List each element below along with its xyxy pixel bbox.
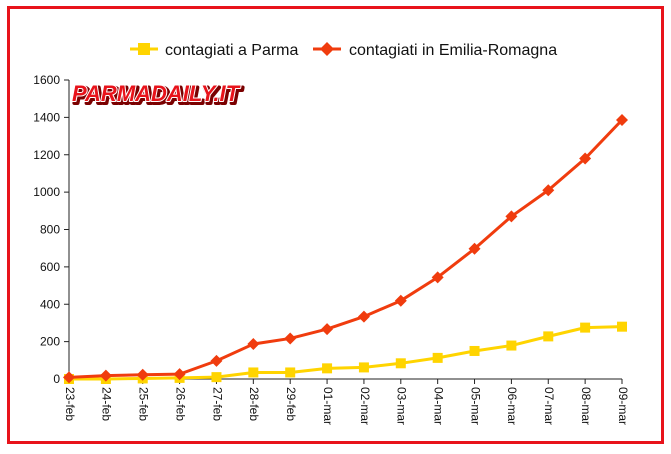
watermark-logo: PARMADAILY.IT: [72, 81, 241, 106]
data-point: [617, 321, 627, 332]
x-tick-label: 23-feb: [63, 387, 77, 421]
y-tick-label: 1200: [33, 148, 60, 162]
data-point: [284, 332, 297, 345]
data-point: [63, 371, 75, 384]
data-point: [506, 340, 517, 351]
x-tick-label: 24-feb: [100, 387, 114, 421]
series-line-2: [68, 118, 624, 379]
x-tick-label: 03-mar: [395, 387, 409, 425]
x-tick-label: 02-mar: [358, 387, 372, 425]
data-point: [469, 345, 480, 356]
axes: 0 200 400 600 800 1000 1200 1400 1600 23-feb 24-fe…: [33, 73, 630, 425]
y-tick-label: 400: [40, 297, 60, 311]
data-point: [468, 242, 481, 255]
data-point: [285, 367, 296, 378]
data-point: [99, 369, 112, 382]
x-tick-label: 01-mar: [321, 387, 335, 425]
watermark-shadow: PARMADAILY.IT: [74, 83, 243, 108]
data-point: [616, 113, 628, 126]
data-point: [211, 372, 222, 383]
x-tick-label: 06-mar: [505, 387, 519, 425]
data-point: [395, 358, 406, 369]
x-tick-label: 26-feb: [173, 387, 187, 421]
data-point: [358, 362, 369, 373]
y-tick-label: 200: [40, 335, 60, 349]
data-point: [431, 271, 444, 284]
legend-label: contagiati in Emilia-Romagna: [349, 42, 557, 59]
x-tick-label: 25-feb: [137, 387, 151, 421]
y-tick-label: 1400: [33, 110, 60, 124]
data-point: [247, 338, 260, 351]
data-point: [248, 367, 259, 378]
y-tick-label: 1600: [33, 73, 60, 87]
series-layer: [63, 113, 628, 384]
series-line-1: [69, 325, 623, 381]
data-point: [505, 210, 518, 223]
y-tick-label: 0: [53, 372, 60, 386]
x-tick-label: 28-feb: [247, 387, 261, 421]
data-point: [173, 368, 186, 381]
data-point: [432, 352, 443, 363]
legend-label: contagiati a Parma: [165, 42, 299, 59]
data-point: [580, 322, 591, 333]
x-tick-label: 09-mar: [616, 387, 630, 425]
x-tick-label: 05-mar: [468, 387, 482, 425]
chart-frame: contagiati a Parma contagiati in Emilia-R…: [7, 6, 664, 444]
data-point: [210, 354, 223, 367]
x-tick-label: 07-mar: [542, 387, 556, 425]
y-tick-label: 800: [40, 223, 60, 237]
data-point: [357, 310, 370, 323]
x-tick-label: 27-feb: [210, 387, 224, 421]
x-tick-label: 04-mar: [431, 387, 445, 425]
data-point: [579, 152, 592, 165]
legend: contagiati a Parma contagiati in Emilia-R…: [130, 42, 557, 59]
data-point: [136, 368, 149, 381]
data-point: [321, 323, 334, 336]
data-point: [542, 184, 555, 197]
y-tick-label: 600: [40, 260, 60, 274]
data-point: [322, 363, 333, 374]
legend-marker: [138, 43, 150, 55]
x-tick-label: 08-mar: [579, 387, 593, 425]
data-point: [543, 331, 554, 342]
data-point: [394, 294, 407, 307]
y-tick-label: 1000: [33, 185, 60, 199]
legend-marker: [320, 42, 334, 56]
x-tick-label: 29-feb: [284, 387, 298, 421]
line-chart: contagiati a Parma contagiati in Emilia-R…: [33, 42, 630, 425]
